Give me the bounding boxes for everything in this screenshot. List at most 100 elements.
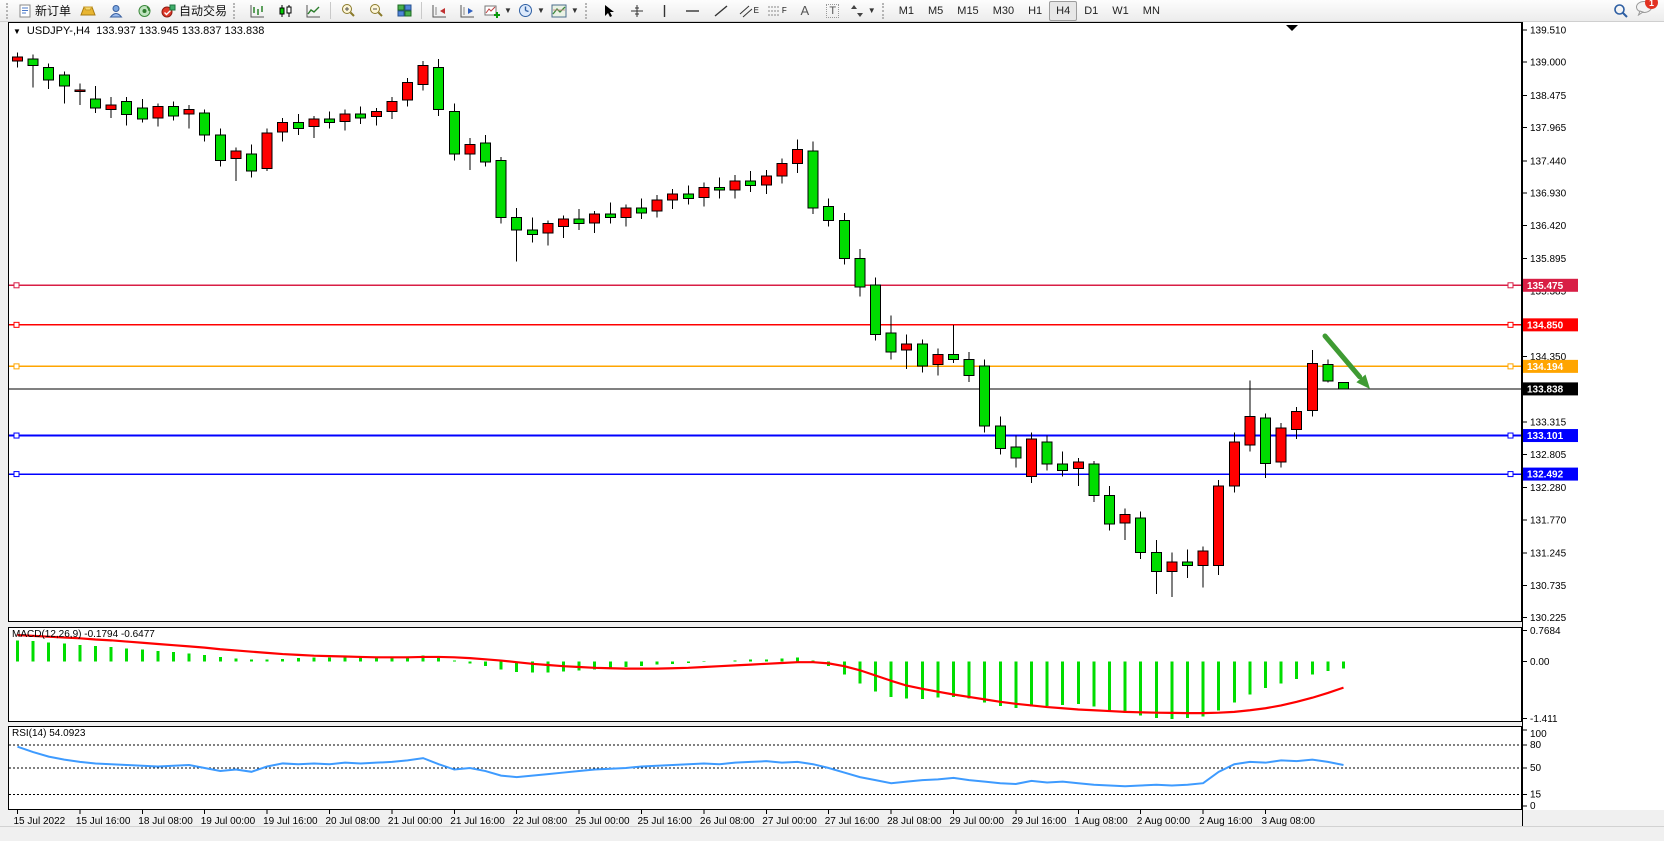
vertical-line-icon (664, 4, 666, 17)
svg-text:20 Jul 08:00: 20 Jul 08:00 (326, 816, 381, 827)
text-button[interactable]: A (791, 0, 819, 22)
svg-text:100: 100 (1530, 729, 1547, 740)
new-order-label: 新订单 (35, 4, 72, 18)
gold-button[interactable] (74, 0, 102, 22)
signal-button[interactable] (130, 0, 158, 22)
dropdown-caret: ▼ (867, 6, 876, 15)
svg-text:139.000: 139.000 (1530, 58, 1567, 69)
signal-icon (138, 4, 151, 17)
chat-button[interactable]: 1 (1635, 0, 1658, 21)
zoom-in-button[interactable] (334, 0, 362, 22)
toolbar-separator (421, 2, 423, 19)
horizontal-line-button[interactable] (679, 0, 707, 22)
candlestick-icon (279, 4, 292, 17)
candlestick-button[interactable] (271, 0, 299, 22)
svg-text:134.350: 134.350 (1530, 352, 1567, 363)
trendline-icon (714, 4, 728, 17)
toolbar-grip[interactable] (6, 2, 13, 19)
tf-mn[interactable]: MN (1142, 4, 1160, 17)
auto-trading-label: 自动交易 (179, 4, 228, 18)
rsi-indicator-label: RSI(14) 54.0923 (12, 728, 86, 739)
tf-m30[interactable]: M30 (992, 4, 1015, 17)
text-label-icon: T (826, 3, 840, 18)
tf-h4[interactable]: H4 (1049, 0, 1078, 21)
indicators-add-icon (484, 5, 501, 18)
toolbar-grip[interactable] (584, 2, 592, 19)
svg-text:50: 50 (1530, 763, 1542, 774)
svg-text:0: 0 (1530, 801, 1536, 812)
tile-windows-icon (397, 4, 412, 16)
svg-text:28 Jul 08:00: 28 Jul 08:00 (887, 816, 942, 827)
indicators-add-button[interactable]: ▼ (481, 0, 515, 22)
hline-labels: 135.475 134.850 134.194 133.838 133.101 132.4… (1523, 278, 1578, 481)
dropdown-caret: ▼ (504, 6, 512, 15)
channel-button[interactable]: E (735, 0, 763, 22)
tf-d1[interactable]: D1 (1084, 4, 1099, 17)
search-icon (1614, 3, 1628, 18)
channel-letter: E (753, 6, 759, 15)
svg-text:15: 15 (1530, 790, 1542, 801)
gold-icon (80, 6, 96, 16)
chart-shift-button[interactable] (425, 0, 453, 22)
templates-button[interactable]: ▼ (548, 0, 582, 22)
templates-icon (551, 4, 567, 17)
dropdown-caret: ▼ (570, 6, 579, 15)
chart-title[interactable]: ▼ USDJPY-,H4 133.937 133.945 133.837 133… (13, 25, 264, 37)
tf-m15[interactable]: M15 (957, 4, 979, 17)
svg-text:27 Jul 00:00: 27 Jul 00:00 (762, 816, 817, 827)
tf-w1[interactable]: W1 (1112, 4, 1129, 17)
svg-text:0.00: 0.00 (1530, 657, 1550, 668)
tf-h1[interactable]: H1 (1028, 4, 1043, 17)
text-label-button[interactable]: T (819, 0, 847, 22)
toolbar-grip[interactable] (881, 2, 889, 19)
svg-text:132.805: 132.805 (1530, 450, 1567, 461)
new-order-icon (19, 4, 31, 17)
svg-text:135.475: 135.475 (1527, 281, 1564, 292)
svg-text:136.930: 136.930 (1530, 189, 1567, 200)
bar-chart-icon (250, 4, 264, 17)
fibo-letter: F (781, 6, 787, 15)
crosshair-button[interactable] (623, 0, 651, 22)
line-chart-button[interactable] (299, 0, 327, 22)
svg-text:138.475: 138.475 (1530, 91, 1567, 102)
tf-m5[interactable]: M5 (928, 4, 944, 17)
svg-text:0.7684: 0.7684 (1530, 626, 1561, 637)
cursor-button[interactable] (595, 0, 623, 22)
svg-text:2 Aug 16:00: 2 Aug 16:00 (1199, 816, 1253, 827)
svg-text:133.838: 133.838 (1527, 384, 1564, 395)
zoom-out-button[interactable] (362, 0, 390, 22)
line-chart-icon (306, 4, 320, 17)
chevron-down-icon: ▼ (13, 26, 21, 36)
candles-layer (12, 52, 1349, 597)
text-icon: A (800, 3, 810, 18)
arrows-button[interactable]: ▼ (847, 0, 879, 22)
time-axis: 15 Jul 2022 15 Jul 16:00 18 Jul 08:00 19 Ju… (14, 810, 1316, 827)
chart-autoscroll-icon (460, 4, 474, 17)
tf-m1[interactable]: M1 (898, 4, 914, 17)
svg-text:136.420: 136.420 (1530, 221, 1567, 232)
vertical-line-button[interactable] (651, 0, 679, 22)
trendline-button[interactable] (707, 0, 735, 22)
search-button[interactable] (1607, 0, 1635, 22)
bar-chart-button[interactable] (243, 0, 271, 22)
periods-button[interactable]: ▼ (515, 0, 548, 22)
new-order-button[interactable]: 新订单 (16, 0, 74, 22)
tile-windows-button[interactable] (390, 0, 418, 22)
svg-text:29 Jul 00:00: 29 Jul 00:00 (950, 816, 1005, 827)
auto-trading-button[interactable]: 自动交易 (158, 0, 230, 22)
svg-text:80: 80 (1530, 740, 1542, 751)
svg-text:2 Aug 00:00: 2 Aug 00:00 (1137, 816, 1191, 827)
svg-text:26 Jul 08:00: 26 Jul 08:00 (700, 816, 755, 827)
svg-text:134.850: 134.850 (1527, 320, 1564, 331)
svg-text:3 Aug 08:00: 3 Aug 08:00 (1262, 816, 1316, 827)
toolbar-grip[interactable] (233, 2, 240, 19)
chart-autoscroll-button[interactable] (453, 0, 481, 22)
fibonacci-button[interactable]: F (763, 0, 791, 22)
macd-layer: 0.7684 0.00 -1.411 (16, 626, 1561, 725)
main-toolbar: 新订单 自动交易 ▼ ▼ (0, 0, 1664, 22)
account-button[interactable] (102, 0, 130, 22)
channel-icon (739, 5, 752, 17)
svg-text:15 Jul 16:00: 15 Jul 16:00 (76, 816, 131, 827)
